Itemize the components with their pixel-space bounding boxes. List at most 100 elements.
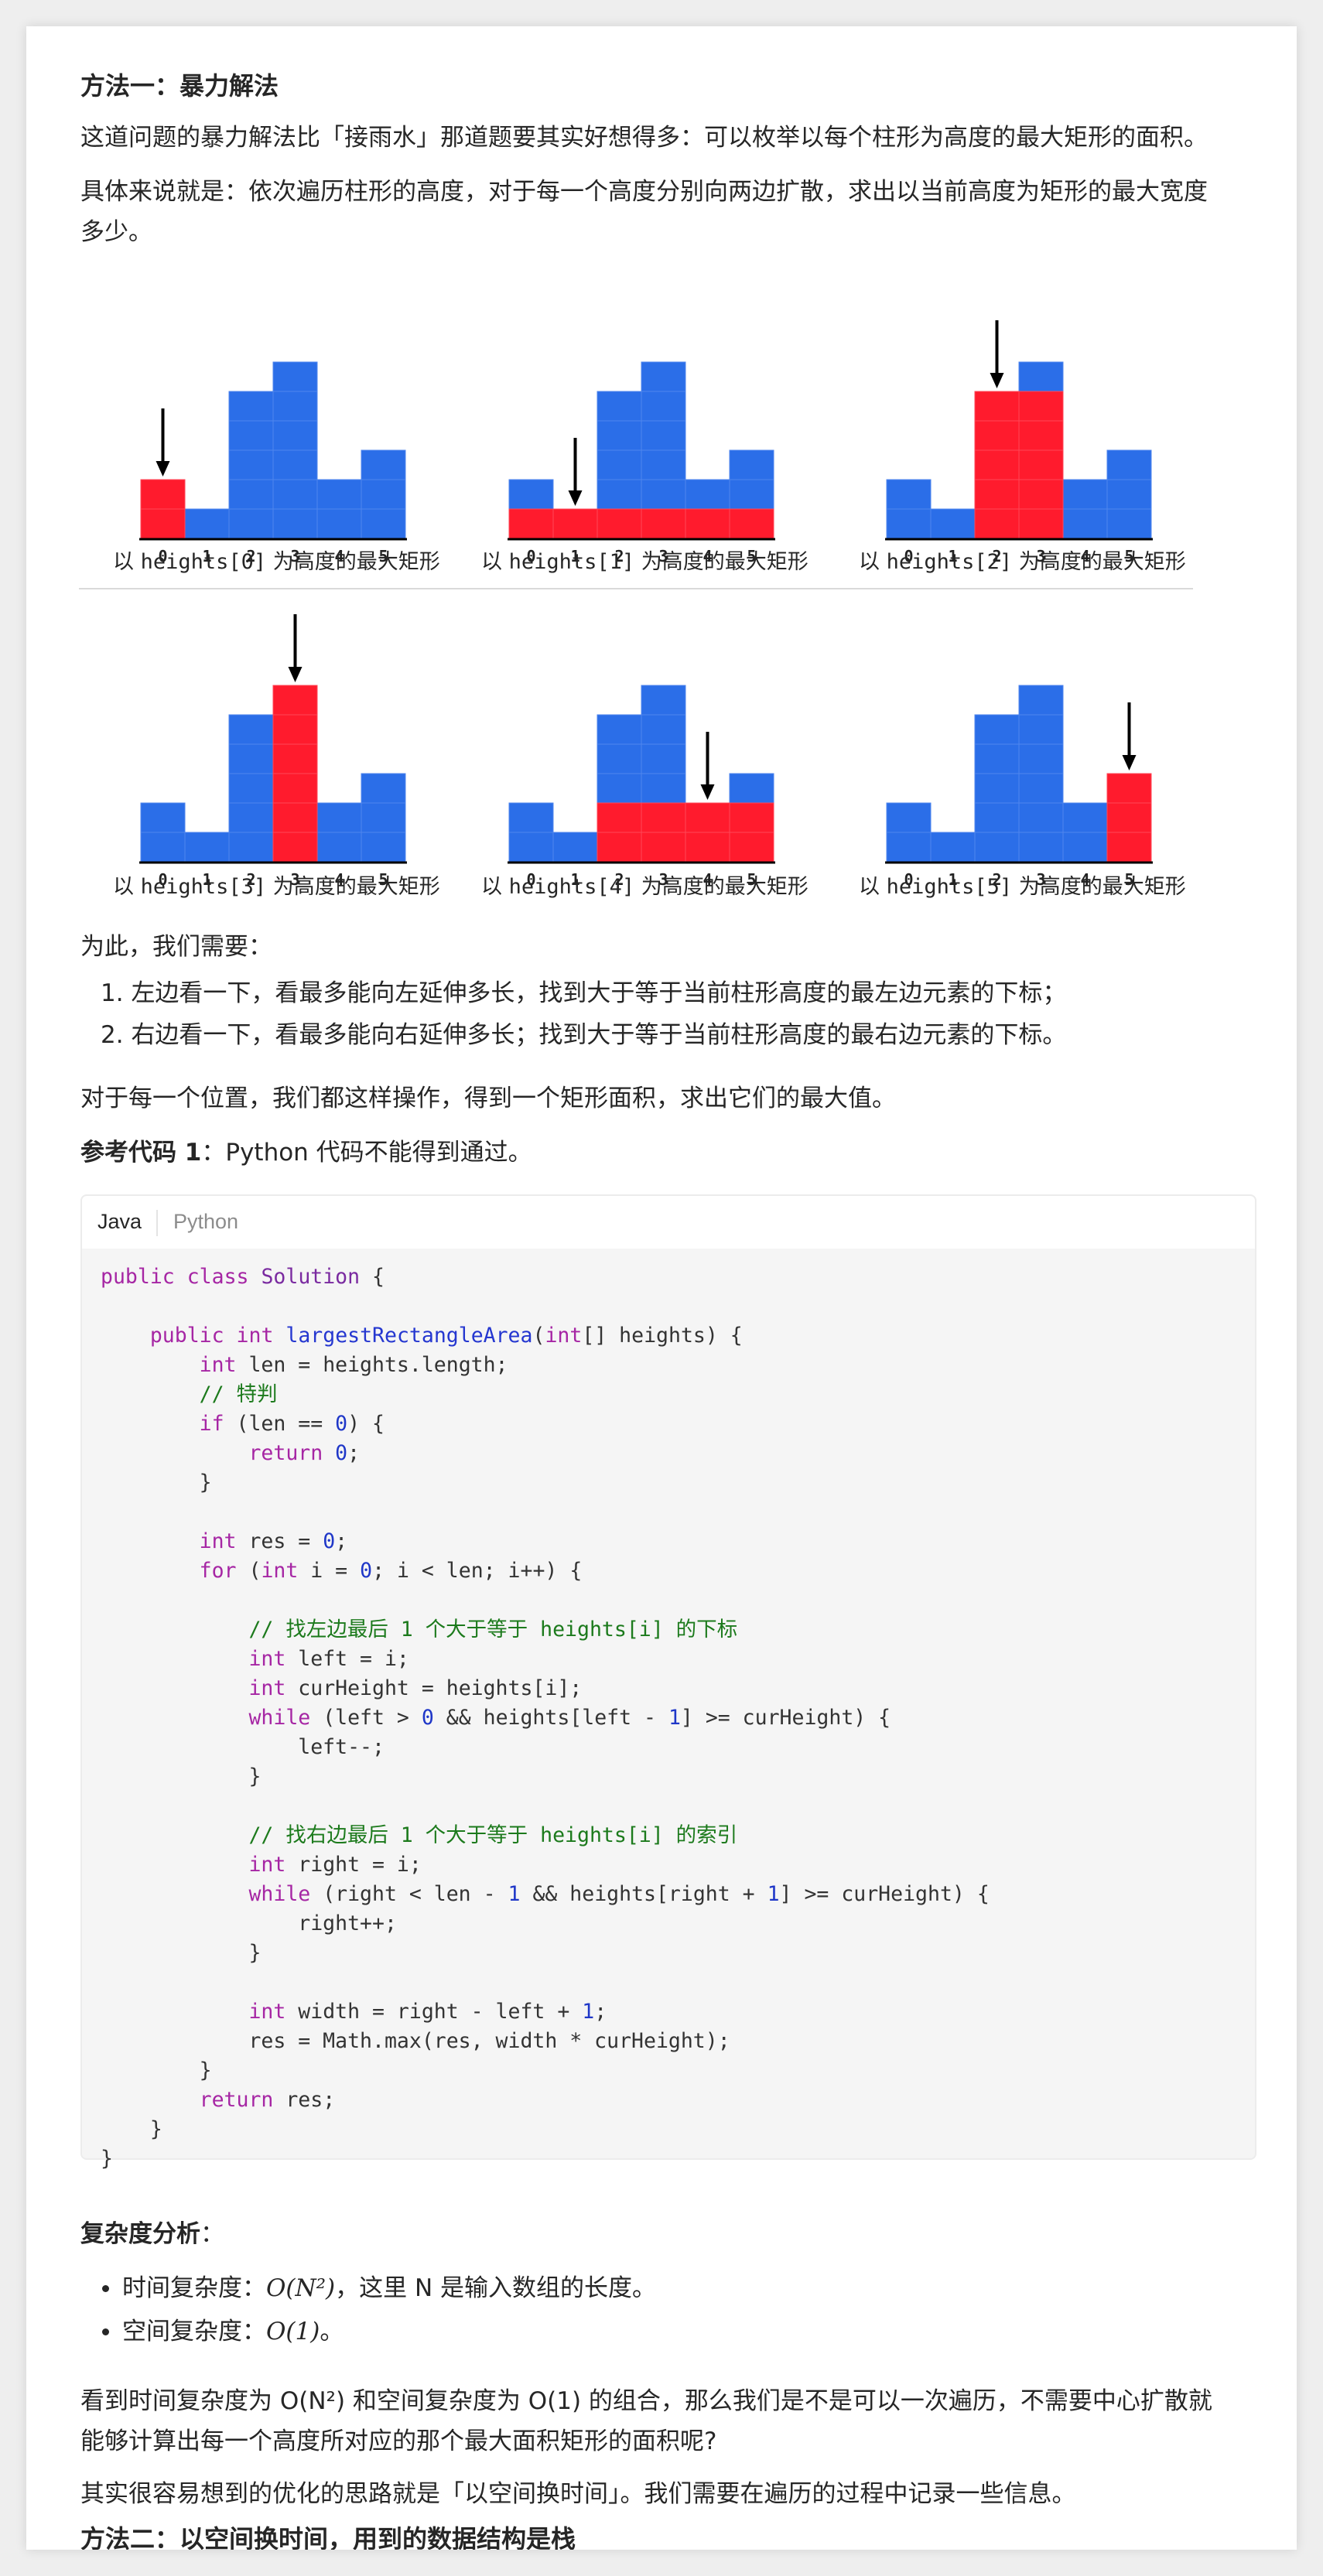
bar-cell xyxy=(316,832,362,863)
tick-label: 3 xyxy=(1036,547,1045,565)
bar-cell xyxy=(1106,479,1152,510)
bar-cell xyxy=(886,802,932,833)
highlight-cell xyxy=(729,832,774,863)
highlight-cell xyxy=(140,508,186,539)
bar-cell xyxy=(930,832,976,863)
bar-cell xyxy=(974,832,1020,863)
space-complexity-item: 空间复杂度：O(1)。 xyxy=(101,2310,656,2353)
highlight-cell xyxy=(272,714,318,745)
tick-label: 4 xyxy=(334,547,344,565)
tick-label: 3 xyxy=(290,870,299,889)
highlight-cell xyxy=(974,479,1020,510)
bar-cell xyxy=(597,420,642,451)
bar-cell xyxy=(641,743,686,774)
tick-label: 4 xyxy=(1080,547,1089,565)
tick-label: 2 xyxy=(992,870,1001,889)
tick-label: 0 xyxy=(158,547,167,565)
tick-label: 1 xyxy=(948,547,957,565)
bar-cell xyxy=(597,449,642,480)
tick-label: 0 xyxy=(158,870,167,889)
tick-label: 1 xyxy=(570,547,579,565)
highlight-cell xyxy=(685,802,730,833)
bar-cell xyxy=(641,479,686,510)
bar-cell xyxy=(228,743,274,774)
code-tabs: Java Python xyxy=(80,1194,1256,1249)
bar-cell xyxy=(974,773,1020,804)
tick-label: 4 xyxy=(1080,870,1089,889)
highlight-cell xyxy=(272,685,318,716)
section-title: 方法一：暴力解法 xyxy=(80,71,279,101)
highlight-cell xyxy=(1106,832,1152,863)
tab-python[interactable]: Python xyxy=(173,1210,239,1233)
highlight-cell xyxy=(1018,479,1064,510)
tab-java[interactable]: Java xyxy=(97,1210,142,1233)
bar-cell xyxy=(1018,685,1064,716)
figure-divider xyxy=(79,588,1193,589)
bar-cell xyxy=(641,361,686,392)
bar-cell xyxy=(729,773,774,804)
bar-cell xyxy=(641,773,686,804)
bar-cell xyxy=(361,479,406,510)
bar-cell xyxy=(1062,802,1108,833)
tick-label: 3 xyxy=(290,547,299,565)
bar-cell xyxy=(228,802,274,833)
caption-panel-2: 以 heights[2] 为高度的最大矩形 xyxy=(859,550,1186,574)
bar-cell xyxy=(1106,508,1152,539)
bar-cell xyxy=(552,832,598,863)
conclusion-line3: 其实很容易想到的优化的思路就是「以空间换时间」。我们需要在遍历的过程中记录一些信… xyxy=(80,2480,1076,2508)
bar-cell xyxy=(361,508,406,539)
tick-label: 2 xyxy=(992,547,1001,565)
bar-cell xyxy=(140,802,186,833)
highlight-cell xyxy=(729,508,774,539)
highlight-cell xyxy=(597,802,642,833)
tick-label: 2 xyxy=(614,547,624,565)
tick-label: 3 xyxy=(658,870,668,889)
highlight-cell xyxy=(974,420,1020,451)
tick-label: 2 xyxy=(246,547,255,565)
bar-cell xyxy=(316,508,362,539)
highlight-cell xyxy=(1018,449,1064,480)
bar-cell xyxy=(228,714,274,745)
highlight-cell xyxy=(597,508,642,539)
detail-paragraph-line1: 具体来说就是：依次遍历柱形的高度，对于每一个高度分别向两边扩散，求出以当前高度为… xyxy=(80,178,1208,206)
bar-cell xyxy=(641,391,686,422)
arrow-head xyxy=(700,784,715,800)
tick-label: 2 xyxy=(246,870,255,889)
next-section-title-cut: 方法二：以空间换时间，用到的数据结构是栈 xyxy=(80,2524,576,2550)
highlight-cell xyxy=(974,391,1020,422)
time-complexity-item: 时间复杂度：O(N²)，这里 N 是输入数组的长度。 xyxy=(101,2267,656,2310)
highlight-cell xyxy=(641,508,686,539)
bar-cell xyxy=(361,773,406,804)
bar-cell xyxy=(1018,802,1064,833)
tick-label: 0 xyxy=(526,870,535,889)
highlight-cell xyxy=(1106,773,1152,804)
bar-cell xyxy=(228,508,274,539)
bar-cell xyxy=(508,832,554,863)
detail-paragraph-line2: 多少。 xyxy=(80,218,152,246)
tick-label: 1 xyxy=(948,870,957,889)
highlight-cell xyxy=(1106,802,1152,833)
step-item-1: 1. 左边看一下，看最多能向左延伸多长，找到大于等于当前柱形高度的最左边元素的下… xyxy=(101,979,1067,1007)
bar-cell xyxy=(272,361,318,392)
bar-cell xyxy=(361,449,406,480)
tick-label: 5 xyxy=(1124,547,1133,565)
highlight-cell xyxy=(140,479,186,510)
tick-label: 2 xyxy=(614,870,624,889)
highlight-cell xyxy=(1018,508,1064,539)
bar-cell xyxy=(1062,832,1108,863)
conclusion-line1: 看到时间复杂度为 O(N²) 和空间复杂度为 O(1) 的组合，那么我们是不是可… xyxy=(80,2387,1212,2415)
tick-label: 4 xyxy=(703,547,712,565)
bar-cell xyxy=(184,508,230,539)
highlight-cell xyxy=(641,832,686,863)
arrow-head xyxy=(568,490,583,506)
steps-after: 对于每一个位置，我们都这样操作，得到一个矩形面积，求出它们的最大值。 xyxy=(80,1085,896,1112)
bar-cell xyxy=(597,773,642,804)
bar-cell xyxy=(361,832,406,863)
tick-label: 4 xyxy=(703,870,712,889)
bar-cell xyxy=(641,714,686,745)
bar-cell xyxy=(974,802,1020,833)
highlight-cell xyxy=(729,802,774,833)
bar-cell xyxy=(641,685,686,716)
bar-cell xyxy=(140,832,186,863)
tick-label: 4 xyxy=(334,870,344,889)
